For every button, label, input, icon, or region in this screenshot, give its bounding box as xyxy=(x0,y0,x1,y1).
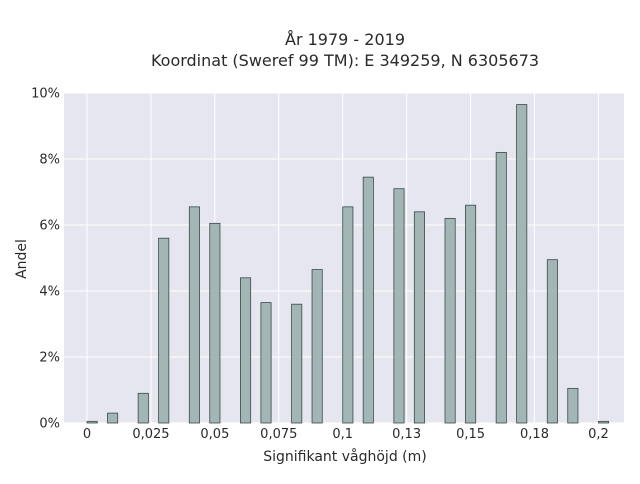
x-axis-tick-labels: 0 0,025 0,05 0,075 0,1 0,13 0,15 0,18 0,2 xyxy=(83,427,609,442)
bar xyxy=(465,204,477,424)
y-tick-label: 8% xyxy=(39,153,60,168)
x-tick-label: 0,075 xyxy=(260,427,297,442)
y-tick-label: 4% xyxy=(39,285,60,300)
bar xyxy=(107,412,119,424)
x-tick-label: 0,05 xyxy=(200,427,229,442)
bar xyxy=(516,104,528,424)
bar xyxy=(311,269,323,424)
bar xyxy=(137,392,149,424)
bar xyxy=(495,151,507,424)
y-axis-tick-labels: 0% 2% 4% 6% 8% 10% xyxy=(31,87,60,432)
bar xyxy=(342,206,354,424)
y-tick-label: 2% xyxy=(39,351,60,366)
chart-title: År 1979 - 2019 Koordinat (Sweref 99 TM):… xyxy=(151,30,539,70)
x-tick-label: 0,13 xyxy=(392,427,421,442)
bar xyxy=(291,303,303,424)
chart-title-line-2: Koordinat (Sweref 99 TM): E 349259, N 63… xyxy=(151,51,539,70)
x-tick-label: 0 xyxy=(83,427,91,442)
bar xyxy=(444,217,456,424)
bar xyxy=(158,237,170,424)
bar xyxy=(188,206,200,424)
bar xyxy=(413,211,425,424)
bar xyxy=(260,302,272,424)
bar-series xyxy=(86,104,610,424)
y-tick-label: 10% xyxy=(31,87,60,102)
bar xyxy=(546,259,558,424)
bar xyxy=(209,222,221,424)
x-tick-label: 0,2 xyxy=(588,427,609,442)
bar xyxy=(393,188,405,424)
y-axis-title: Andel xyxy=(14,239,30,279)
bar xyxy=(567,387,579,424)
bar xyxy=(240,277,252,424)
x-tick-label: 0,025 xyxy=(132,427,169,442)
bar xyxy=(598,420,610,424)
y-tick-label: 6% xyxy=(39,219,60,234)
y-tick-label: 0% xyxy=(39,417,60,432)
x-tick-label: 0,1 xyxy=(332,427,353,442)
x-tick-label: 0,15 xyxy=(456,427,485,442)
bar xyxy=(86,420,98,424)
x-axis-title: Signifikant våghöjd (m) xyxy=(263,448,426,465)
x-tick-label: 0,18 xyxy=(520,427,549,442)
bar xyxy=(362,176,374,424)
chart-title-line-1: År 1979 - 2019 xyxy=(285,30,405,49)
